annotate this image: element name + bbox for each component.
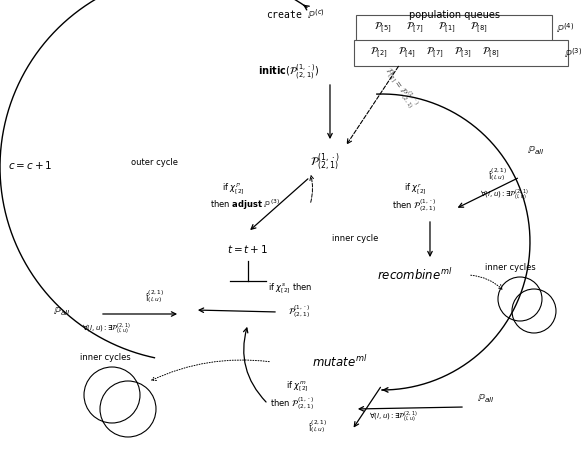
Text: if $\chi^{r}_{[2]}$: if $\chi^{r}_{[2]}$ <box>404 182 427 197</box>
Text: $\mathfrak{f}^{(2,1)}_{(l,u)}$: $\mathfrak{f}^{(2,1)}_{(l,u)}$ <box>488 167 507 184</box>
Text: $\mathbf{initic}(\mathcal{P}^{(1,\cdot)}_{(2,1)})$: $\mathbf{initic}(\mathcal{P}^{(1,\cdot)}… <box>258 62 319 82</box>
Text: $\mathcal{P}_{[2]}$: $\mathcal{P}_{[2]}$ <box>370 46 388 60</box>
Text: $recombine^{ml}$: $recombine^{ml}$ <box>377 267 452 283</box>
Text: inner cycle: inner cycle <box>332 234 378 243</box>
Text: $\mathbb{P}^{(3)}$: $\mathbb{P}^{(3)}$ <box>564 46 582 60</box>
Text: create $\mathbb{P}^{(c)}$: create $\mathbb{P}^{(c)}$ <box>266 7 324 21</box>
Text: $t=t+1$: $t=t+1$ <box>227 243 269 255</box>
Text: $\mathcal{P}_{[1]}$: $\mathcal{P}_{[1]}$ <box>438 21 456 35</box>
Text: $\mathcal{P}_{[8]}$: $\mathcal{P}_{[8]}$ <box>482 46 500 60</box>
Text: outer cycle: outer cycle <box>132 157 178 167</box>
Text: inner cycles: inner cycles <box>484 263 535 272</box>
Text: $\mathfrak{f}^{(2,1)}_{(l,u)}$: $\mathfrak{f}^{(2,1)}_{(l,u)}$ <box>145 289 164 305</box>
Text: $\mathcal{P}_{[7]}$: $\mathcal{P}_{[7]}$ <box>426 46 444 60</box>
Text: $\mathcal{P}_{[2]}=\mathcal{P}^{(1,\cdot)}_{(2,1)}$: $\mathcal{P}_{[2]}=\mathcal{P}^{(1,\cdot… <box>380 63 420 111</box>
FancyBboxPatch shape <box>356 15 552 41</box>
Text: $\mathcal{P}_{[3]}$: $\mathcal{P}_{[3]}$ <box>454 46 472 60</box>
Text: then $\mathcal{P}^{(1,\cdot)}_{(2,1)}$: then $\mathcal{P}^{(1,\cdot)}_{(2,1)}$ <box>270 396 314 412</box>
Text: $\forall(l,u):\exists\mathcal{P}^{(2,1)}_{(l,u)}$: $\forall(l,u):\exists\mathcal{P}^{(2,1)}… <box>82 322 131 336</box>
Text: $\forall(l,u):\exists\mathcal{P}^{(2,1)}_{(l,u)}$: $\forall(l,u):\exists\mathcal{P}^{(2,1)}… <box>480 188 529 202</box>
Text: $\mathcal{P}_{[7]}$: $\mathcal{P}_{[7]}$ <box>406 21 424 35</box>
Text: population queues: population queues <box>409 10 500 20</box>
Text: $\mathfrak{f}^{(2,1)}_{(l,u)}$: $\mathfrak{f}^{(2,1)}_{(l,u)}$ <box>308 418 328 435</box>
Text: then $\mathbf{adjust}$ $\mathbb{P}^{(3)}$: then $\mathbf{adjust}$ $\mathbb{P}^{(3)}… <box>210 198 280 212</box>
Text: $mutate^{ml}$: $mutate^{ml}$ <box>312 354 368 370</box>
Text: if $\chi^{\mathbb{P}}_{[2]}$: if $\chi^{\mathbb{P}}_{[2]}$ <box>222 182 245 197</box>
Text: $\mathbb{P}_{all}$: $\mathbb{P}_{all}$ <box>53 305 71 318</box>
Text: $\mathbb{P}_{all}$: $\mathbb{P}_{all}$ <box>477 393 494 405</box>
Text: inner cycles: inner cycles <box>80 353 131 362</box>
Text: $c = c+1$: $c = c+1$ <box>8 159 52 171</box>
Text: $\mathbb{P}^{(4)}$: $\mathbb{P}^{(4)}$ <box>556 21 574 35</box>
Text: then $\mathcal{P}^{(1,\cdot)}_{(2,1)}$: then $\mathcal{P}^{(1,\cdot)}_{(2,1)}$ <box>392 198 436 214</box>
Text: $\mathcal{P}_{[8]}$: $\mathcal{P}_{[8]}$ <box>470 21 488 35</box>
Text: if $\chi^{m}_{[2]}$: if $\chi^{m}_{[2]}$ <box>286 380 309 394</box>
Text: $\mathcal{P}_{[5]}$: $\mathcal{P}_{[5]}$ <box>374 21 392 35</box>
Text: if $\chi^{s}_{[2]}$ then: if $\chi^{s}_{[2]}$ then <box>268 282 312 296</box>
FancyBboxPatch shape <box>354 40 568 66</box>
Text: $\mathcal{P}^{(1,\cdot)}_{(2,1)}$: $\mathcal{P}^{(1,\cdot)}_{(2,1)}$ <box>310 151 340 173</box>
Text: $\mathcal{P}_{[4]}$: $\mathcal{P}_{[4]}$ <box>398 46 416 60</box>
Text: $\mathcal{P}^{(1,\cdot)}_{(2,1)}$: $\mathcal{P}^{(1,\cdot)}_{(2,1)}$ <box>288 304 311 320</box>
Text: $\mathbb{P}_{all}$: $\mathbb{P}_{all}$ <box>527 145 545 157</box>
Text: $\forall(l,u):\exists\mathcal{P}^{(2,1)}_{(l,u)}$: $\forall(l,u):\exists\mathcal{P}^{(2,1)}… <box>368 410 417 425</box>
